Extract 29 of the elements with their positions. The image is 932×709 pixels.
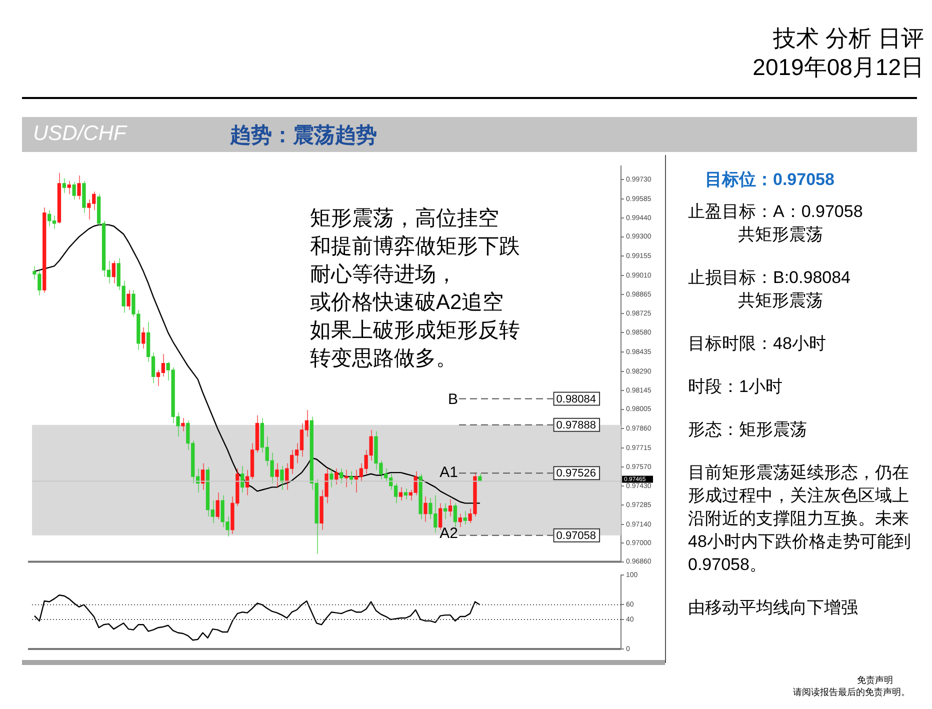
annotation: A1 xyxy=(438,464,458,482)
text: 形态：矩形震荡 xyxy=(688,419,808,441)
annotation: 转变思路做多。 xyxy=(310,346,458,372)
text: 技术 分析 日评 xyxy=(772,24,924,53)
annotation: 矩形震荡，高位挂空 xyxy=(310,206,500,232)
text: 目前矩形震荡延续形态，仍在形成过程中，关注灰色区域上沿附近的支撑阻力互换。未来48小时内下跌价格走势可能到0.97058。 xyxy=(688,462,912,576)
annotation: 或价格快速破A2追空 xyxy=(310,290,505,316)
annotation: 和提前博弈做矩形下跌 xyxy=(310,234,520,260)
text: 目标时限：48小时 xyxy=(688,333,827,355)
annotation: B xyxy=(446,391,458,409)
text: 止盈目标：A：0.97058 xyxy=(688,201,864,223)
text: 请阅读报告最后的免责声明。 xyxy=(793,686,910,698)
text: 由移动平均线向下增强 xyxy=(688,597,859,619)
text: 共矩形震荡 xyxy=(737,224,824,246)
annotation: A2 xyxy=(438,525,458,543)
ref-line-label: 0.97058 xyxy=(556,530,596,542)
ref-line-label: 0.98084 xyxy=(556,393,596,406)
ref-line-label: 0.97526 xyxy=(556,468,596,480)
text: 目标位：0.97058 xyxy=(704,169,836,191)
text: 共矩形震荡 xyxy=(737,290,824,312)
chart-subtitle: 趋势：震荡趋势 xyxy=(230,121,377,149)
text: 止损目标：B:0.98084 xyxy=(688,267,852,289)
text: 时段：1小时 xyxy=(688,376,784,398)
text: 2019年08月12日 xyxy=(752,53,924,82)
ref-line-label: 0.97888 xyxy=(556,419,596,432)
annotation: 耐心等待进场， xyxy=(310,262,458,288)
annotation: 如果上破形成矩形反转 xyxy=(310,318,520,344)
chart-title: USD/CHF xyxy=(33,122,126,146)
text: 免责声明 xyxy=(856,674,894,686)
